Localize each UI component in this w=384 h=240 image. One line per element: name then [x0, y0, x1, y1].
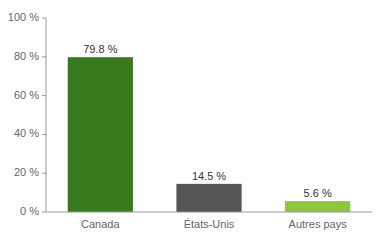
- bar: [285, 201, 350, 212]
- y-axis: 0 % 20 % 40 % 60 % 80 % 100 %: [8, 11, 46, 217]
- data-label: 5.6 %: [304, 187, 332, 199]
- y-tick: [42, 56, 46, 57]
- x-axis: Canada États-Unis Autres pays: [46, 212, 372, 230]
- chart: 0 % 20 % 40 % 60 % 80 % 100 % 79.8 % 14.5 % 5.6 …: [0, 0, 384, 240]
- y-tick: [42, 18, 46, 19]
- y-tick: [42, 173, 46, 174]
- y-tick-label: 40 %: [14, 127, 39, 139]
- bar: [68, 57, 133, 212]
- data-label: 14.5 %: [192, 170, 226, 182]
- x-tick-label: Canada: [81, 218, 120, 230]
- data-label: 79.8 %: [83, 43, 117, 55]
- y-tick-label: 80 %: [14, 50, 39, 62]
- bar: [176, 184, 241, 212]
- x-tick-label: États-Unis: [184, 218, 235, 230]
- data-labels: 79.8 % 14.5 % 5.6 %: [83, 43, 332, 199]
- x-axis-line: [46, 212, 372, 213]
- y-tick-label: 60 %: [14, 89, 39, 101]
- y-tick-label: 20 %: [14, 166, 39, 178]
- bars: [68, 57, 351, 212]
- y-tick: [42, 212, 46, 213]
- chart-container: 0 % 20 % 40 % 60 % 80 % 100 % 79.8 % 14.5 % 5.6 …: [0, 0, 384, 240]
- y-axis-line: [46, 18, 47, 212]
- y-tick: [42, 95, 46, 96]
- y-tick: [42, 134, 46, 135]
- y-tick-label: 0 %: [20, 205, 39, 217]
- x-tick-label: Autres pays: [289, 218, 348, 230]
- y-tick-label: 100 %: [8, 11, 39, 23]
